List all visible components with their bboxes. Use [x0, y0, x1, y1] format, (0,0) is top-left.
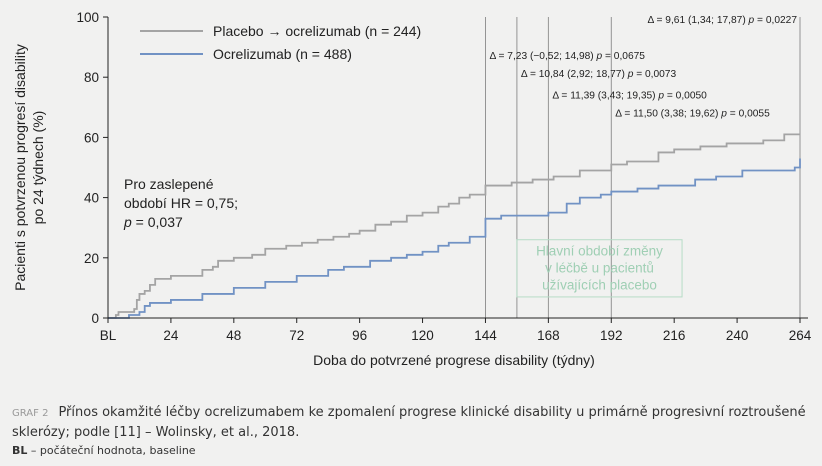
x-tick-label: 144 — [474, 328, 497, 343]
figure-caption: GRAF 2 Přínos okamžité léčby ocrelizumabe… — [12, 403, 812, 442]
y-tick-label: 0 — [91, 311, 99, 326]
series-line-1 — [108, 158, 801, 319]
marker-label-0: Δ = 7,23 (−0,52; 14,98) p = 0,0675 — [489, 51, 645, 62]
marker-label-1: Δ = 10,84 (2,92; 18,77) p = 0,0073 — [521, 69, 677, 80]
x-tick-label: 192 — [600, 328, 623, 343]
x-tick-label: 216 — [663, 328, 686, 343]
box-text-line: Hlavní období změny — [536, 244, 663, 259]
marker-label-3: Δ = 11,50 (3,38; 19,62) p = 0,0055 — [615, 108, 770, 119]
x-tick-label: 264 — [789, 328, 812, 343]
legend-label-1: Ocrelizumab (n = 488) — [213, 46, 352, 62]
x-tick-label: BL — [100, 328, 117, 343]
hr-annotation-line: období HR = 0,75; — [124, 195, 238, 211]
x-tick-label: 168 — [537, 328, 560, 343]
treatment-switch-box — [516, 239, 683, 298]
y-axis-label: po 24 týdnech (%) — [30, 111, 46, 225]
y-tick-label: 100 — [76, 10, 99, 25]
caption-text: Přínos okamžité léčby ocrelizumabem ke z… — [12, 405, 806, 440]
x-tick-label: 72 — [289, 328, 304, 343]
hr-annotation-line: Pro zaslepené — [124, 176, 214, 192]
box-text-line: v léčbě u pacientů — [545, 261, 654, 276]
y-tick-label: 80 — [84, 70, 99, 85]
y-tick-label: 20 — [84, 251, 99, 266]
note-abbr: BL — [12, 444, 28, 457]
x-tick-label: 120 — [411, 328, 434, 343]
marker-label-4: Δ = 9,61 (1,34; 17,87) p = 0,0227 — [647, 15, 797, 26]
caption-label: GRAF 2 — [12, 408, 49, 419]
note-text: – počáteční hodnota, baseline — [27, 444, 196, 457]
x-tick-label: 48 — [226, 328, 241, 343]
y-axis-label: Pacienti s potvrzenou progresí disabilit… — [12, 44, 28, 291]
x-tick-label: 24 — [163, 328, 179, 343]
series-line-0 — [108, 133, 800, 319]
km-chart: Hlavní období změny v léčbě u pacientů uží… — [12, 10, 812, 368]
y-tick-label: 40 — [84, 191, 99, 206]
abbreviation-note: BL – počáteční hodnota, baseline — [12, 444, 196, 457]
hr-annotation-line: p = 0,037 — [123, 214, 183, 230]
x-tick-label: 240 — [726, 328, 749, 343]
y-tick-label: 60 — [84, 130, 99, 145]
x-tick-label: 96 — [352, 328, 367, 343]
x-axis-label: Doba do potvrzené progrese disability (t… — [313, 352, 595, 368]
legend-label-0: Placebo → ocrelizumab (n = 244) — [213, 23, 421, 39]
box-text-line: užívajících placebo — [542, 278, 657, 293]
marker-label-2: Δ = 11,39 (3,43; 19,35) p = 0,0050 — [552, 90, 707, 101]
